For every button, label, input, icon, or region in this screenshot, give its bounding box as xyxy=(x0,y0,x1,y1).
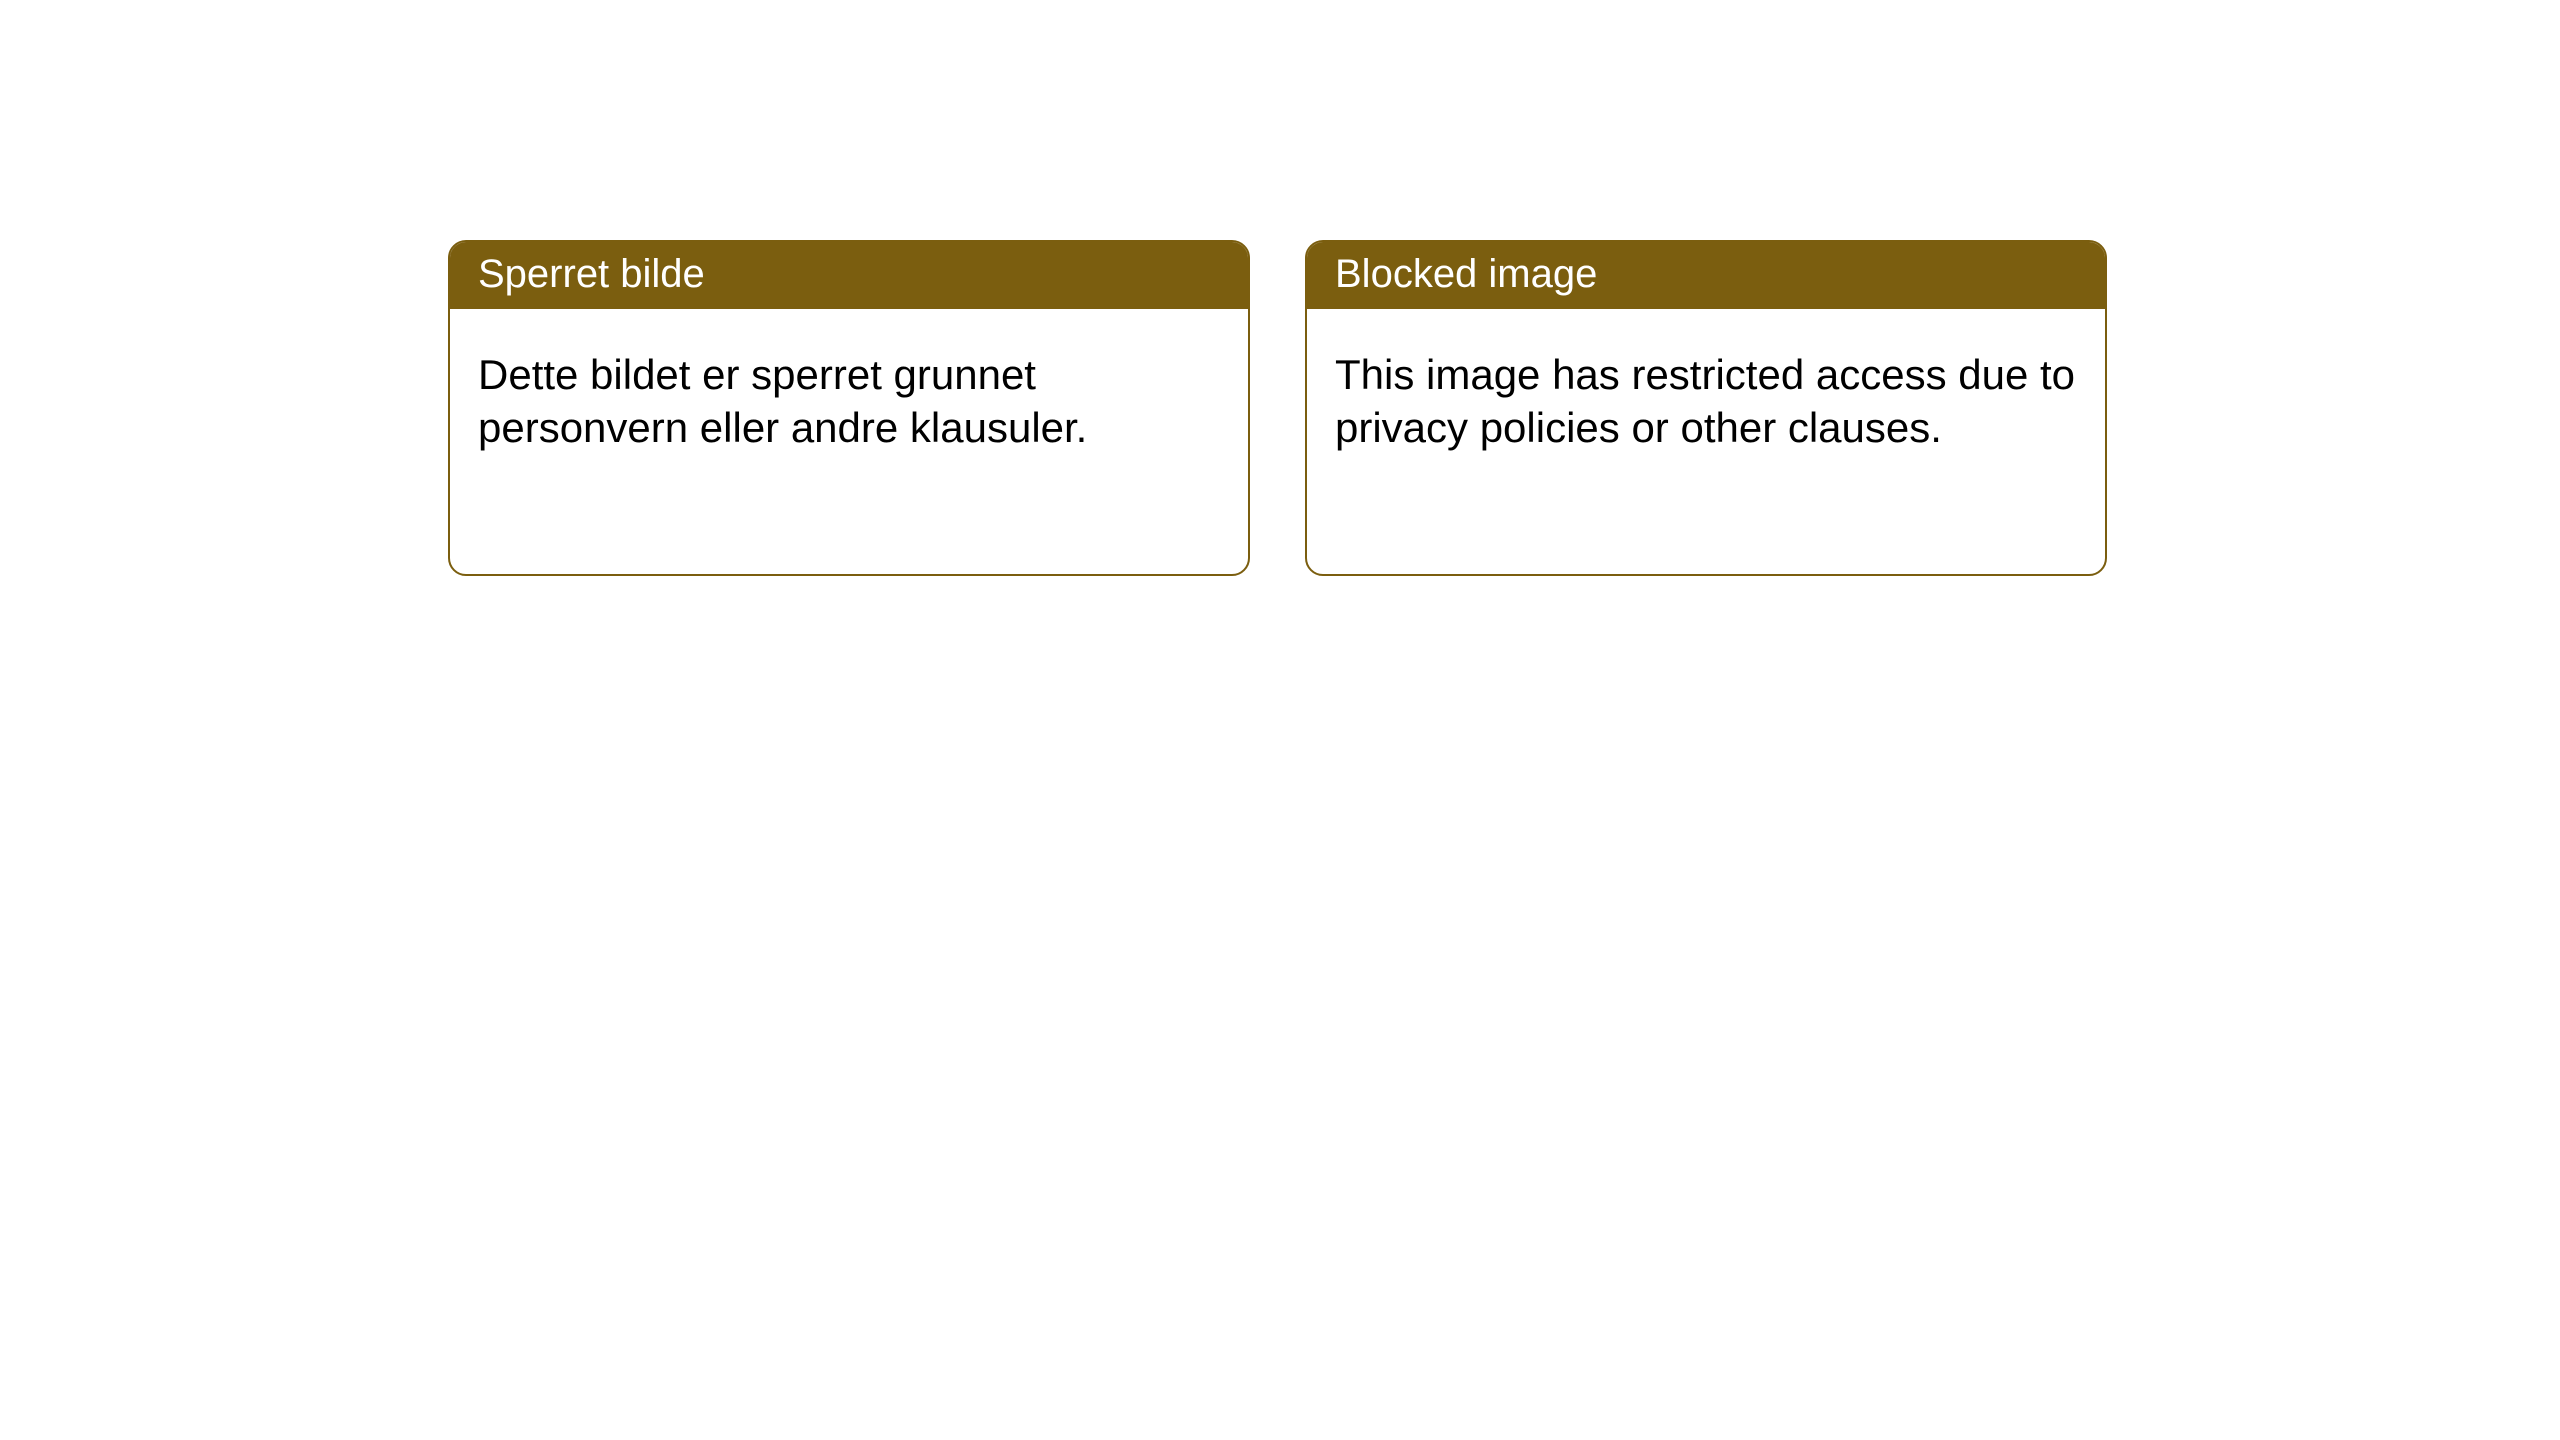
notice-body-text: Dette bildet er sperret grunnet personve… xyxy=(478,351,1087,451)
notice-body: Dette bildet er sperret grunnet personve… xyxy=(450,309,1248,482)
notice-header: Sperret bilde xyxy=(450,242,1248,309)
notice-box-english: Blocked image This image has restricted … xyxy=(1305,240,2107,576)
notice-header: Blocked image xyxy=(1307,242,2105,309)
notice-body: This image has restricted access due to … xyxy=(1307,309,2105,482)
notice-title: Sperret bilde xyxy=(478,252,705,296)
notice-box-norwegian: Sperret bilde Dette bildet er sperret gr… xyxy=(448,240,1250,576)
notice-body-text: This image has restricted access due to … xyxy=(1335,351,2075,451)
notice-title: Blocked image xyxy=(1335,252,1597,296)
notice-container: Sperret bilde Dette bildet er sperret gr… xyxy=(0,0,2560,576)
